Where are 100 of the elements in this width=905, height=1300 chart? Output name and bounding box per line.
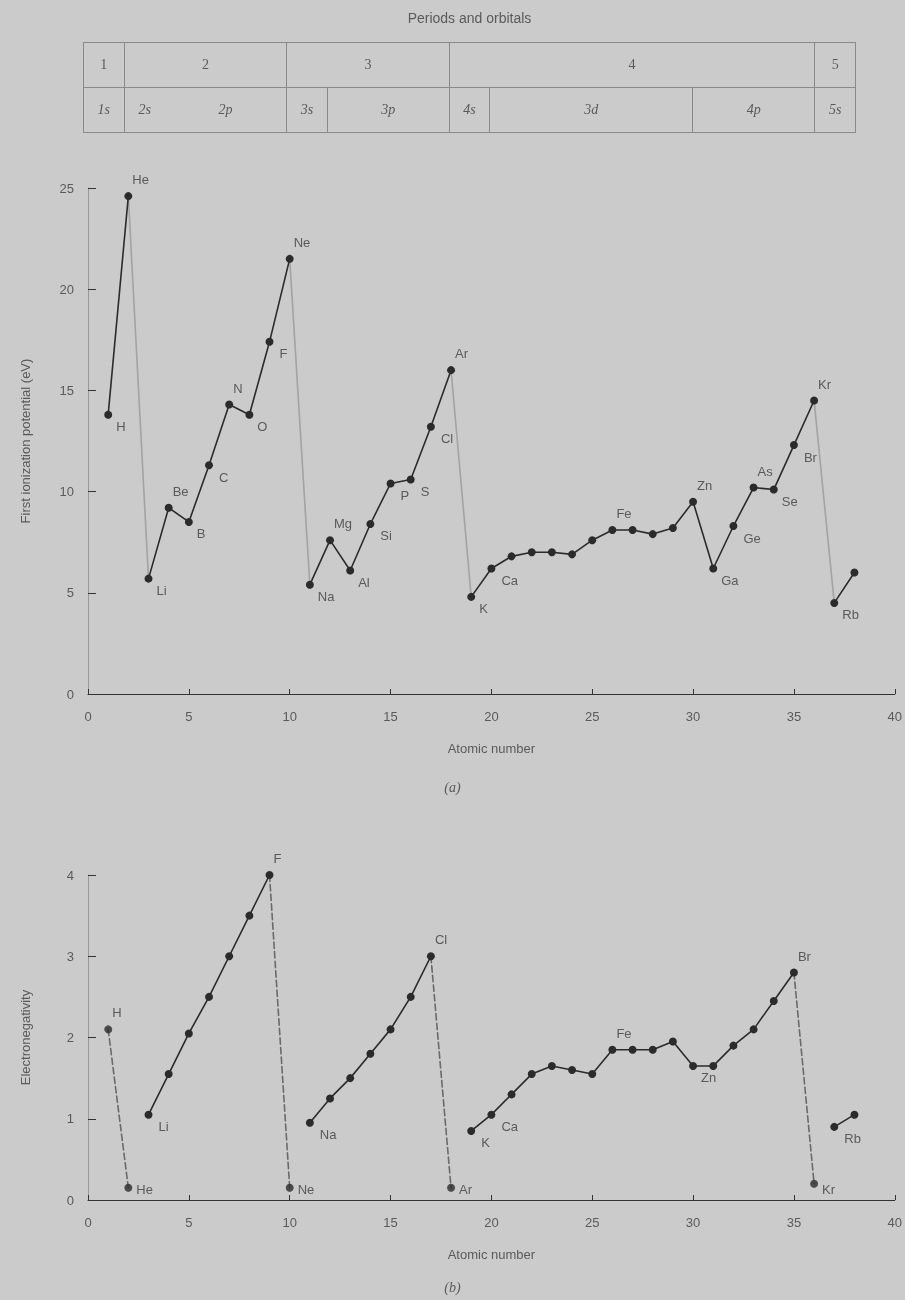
point	[104, 1025, 113, 1034]
point	[507, 552, 516, 561]
point	[527, 548, 536, 557]
annotation: Na	[317, 589, 336, 605]
text: 3p	[327, 87, 450, 133]
point	[547, 1061, 556, 1070]
point	[608, 526, 617, 535]
point	[406, 992, 415, 1001]
point	[305, 580, 314, 589]
point	[729, 1041, 738, 1050]
point	[245, 911, 254, 920]
y-tick-label: 1	[66, 1111, 74, 1127]
point	[467, 1126, 476, 1135]
x-tick-label: 0	[84, 709, 92, 724]
annotation: Li	[158, 1119, 169, 1135]
annotation: Kr	[822, 1181, 836, 1197]
x-tick-label: 35	[786, 1215, 802, 1230]
annotation: F	[279, 346, 288, 362]
annotation: Fe	[616, 506, 632, 522]
point	[588, 536, 597, 545]
point	[769, 996, 778, 1005]
x-tick-label: 20	[484, 709, 499, 724]
annotation: As	[757, 463, 774, 479]
y-tick-label: 0	[66, 686, 74, 702]
annotation: He	[132, 172, 149, 188]
point	[830, 1122, 839, 1131]
text: Periods and orbitals	[406, 10, 533, 26]
point	[810, 1179, 819, 1188]
annotation: B	[196, 526, 206, 542]
annotation: Zn	[701, 1070, 717, 1086]
point	[225, 952, 234, 961]
point	[144, 1110, 153, 1119]
point	[628, 526, 637, 535]
point	[164, 503, 173, 512]
point	[810, 396, 819, 405]
annotation: Se	[781, 494, 798, 510]
point	[648, 1045, 657, 1054]
y-tick-label: 0	[66, 1192, 74, 1208]
annotation: Na	[319, 1127, 338, 1143]
y-tick-label: 2	[66, 1030, 74, 1045]
x-axis-title: Atomic number	[447, 741, 536, 756]
point	[366, 519, 375, 528]
point	[426, 422, 435, 431]
point	[689, 497, 698, 506]
annotation: Br	[797, 948, 812, 964]
text: 2	[124, 42, 287, 88]
point	[245, 410, 254, 419]
annotation: Be	[172, 483, 189, 499]
point	[386, 1025, 395, 1034]
x-tick-label: 35	[786, 709, 802, 724]
y-tick-label: 5	[66, 585, 74, 601]
point	[628, 1045, 637, 1054]
annotation: Ar	[459, 1181, 473, 1197]
point	[326, 1094, 335, 1103]
point	[205, 992, 214, 1001]
text: 4s	[449, 87, 490, 133]
point	[265, 337, 274, 346]
point	[729, 522, 738, 531]
x-tick-label: 0	[84, 1215, 92, 1230]
y-tick-label: 3	[66, 948, 74, 964]
annotation: F	[273, 851, 282, 866]
point	[487, 564, 496, 573]
point	[709, 564, 718, 573]
point	[668, 524, 677, 533]
annotation: H	[112, 1005, 122, 1021]
point	[749, 1025, 758, 1034]
text: 2p	[164, 87, 287, 133]
annotation: Kr	[818, 376, 832, 392]
text: 5s	[814, 87, 856, 133]
point	[588, 1070, 597, 1079]
point	[507, 1090, 516, 1099]
annotation: Ca	[501, 573, 519, 589]
text: (a)	[444, 779, 461, 796]
point	[164, 1070, 173, 1079]
annotation: C	[219, 469, 229, 485]
point	[749, 483, 758, 492]
x-axis-title: Atomic number	[447, 1247, 536, 1262]
annotation: Al	[358, 575, 370, 591]
x-tick-label: 30	[685, 1215, 701, 1230]
annotation: Mg	[334, 516, 353, 532]
point	[668, 1037, 677, 1046]
point	[850, 1110, 859, 1119]
point	[285, 254, 294, 263]
point	[144, 574, 153, 583]
point	[648, 530, 657, 539]
annotation: N	[233, 380, 243, 396]
point	[789, 441, 798, 450]
annotation: Ne	[297, 1181, 315, 1197]
point	[346, 1074, 355, 1083]
point	[205, 461, 214, 470]
point	[709, 1061, 718, 1070]
text: 5	[814, 42, 856, 88]
x-tick-label: 40	[887, 1215, 902, 1230]
point	[184, 517, 193, 526]
annotation: Ar	[455, 346, 469, 362]
x-tick-label: 5	[185, 1215, 193, 1230]
point	[346, 566, 355, 575]
annotation: H	[116, 419, 126, 435]
text: 4	[449, 42, 815, 88]
point	[184, 1029, 193, 1038]
